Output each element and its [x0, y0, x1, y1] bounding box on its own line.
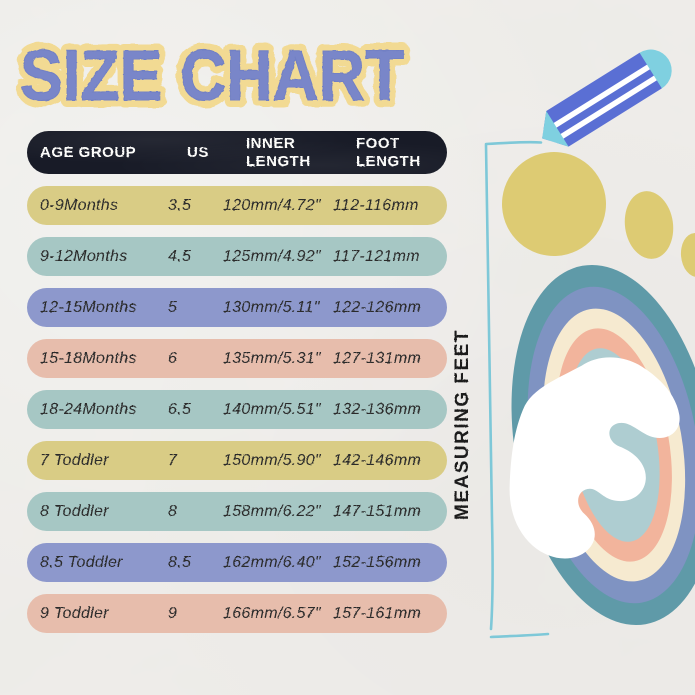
- svg-text:MEASURING FEET: MEASURING FEET: [452, 329, 473, 520]
